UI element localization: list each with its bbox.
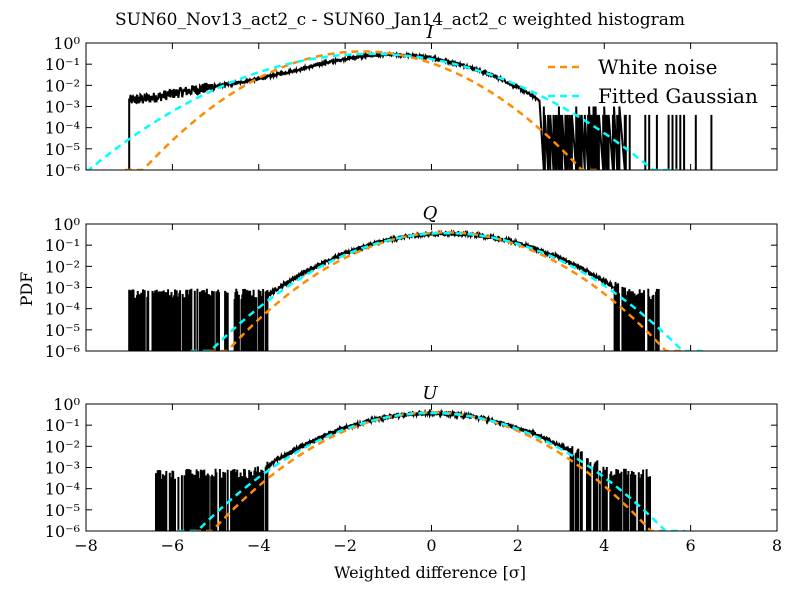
white-noise-curve	[194, 411, 669, 531]
panel-title: I	[425, 22, 434, 43]
panel-i: I 10⁻⁶ 10⁻⁵ 10⁻⁴ 10⁻³ 10⁻² 10⁻¹ 10⁰	[45, 22, 778, 180]
legend-label: Fitted Gaussian	[598, 84, 758, 108]
y-tick-label: 10⁻⁴	[45, 300, 80, 319]
y-tick-label: 10⁻²	[45, 76, 80, 95]
x-tick-label: 0	[426, 536, 436, 555]
histogram-line	[128, 50, 713, 170]
panel-title: U	[422, 383, 438, 404]
x-tick-label: 4	[599, 536, 609, 555]
y-tick-label: 10⁻¹	[45, 236, 80, 255]
y-tick-label: 10⁻²	[45, 437, 80, 456]
y-tick-label: 10⁰	[53, 34, 80, 53]
histogram-line	[128, 228, 660, 351]
y-tick-label: 10⁻⁴	[45, 480, 80, 499]
y-tick-label: 10⁻³	[45, 98, 80, 117]
plot-area	[128, 228, 703, 351]
x-tick-label: 6	[686, 536, 696, 555]
y-tick-label: 10⁻⁶	[45, 161, 80, 180]
y-tick-label: 10⁻³	[45, 279, 80, 298]
y-tick-label: 10⁰	[53, 395, 80, 414]
x-tick-label: −6	[161, 536, 185, 555]
panel-u: U 10⁻⁶ 10⁻⁵ 10⁻⁴ 10⁻³ 10⁻² 10⁻¹ 10⁰ −8 −6 −4 −2 0 2 4 6…	[45, 383, 782, 555]
x-tick-label: −4	[247, 536, 271, 555]
y-tick-label: 10⁻²	[45, 257, 80, 276]
plot-area	[86, 50, 713, 170]
y-tick-label: 10⁰	[53, 215, 80, 234]
y-tick-label: 10⁻⁵	[45, 140, 80, 159]
y-tick-label: 10⁻⁴	[45, 119, 80, 138]
fitted-gaussian-curve	[190, 231, 703, 351]
legend: White noise Fitted Gaussian	[548, 55, 758, 108]
figure-suptitle: SUN60_Nov13_act2_c - SUN60_Jan14_act2_c …	[115, 10, 685, 30]
histogram-line	[155, 408, 651, 531]
x-tick-label: 8	[772, 536, 782, 555]
fitted-gaussian-curve	[86, 52, 678, 170]
y-tick-label: 10⁻¹	[45, 55, 80, 74]
y-tick-label: 10⁻¹	[45, 416, 80, 435]
fitted-gaussian-curve	[177, 411, 686, 531]
y-axis-label: PDF	[17, 272, 36, 307]
panel-title: Q	[423, 203, 438, 224]
x-tick-label: 2	[513, 536, 523, 555]
x-axis-label: Weighted difference [σ]	[334, 563, 526, 582]
panel-q: Q 10⁻⁶ 10⁻⁵ 10⁻⁴ 10⁻³ 10⁻² 10⁻¹ 10⁰	[45, 203, 778, 361]
panels: I 10⁻⁶ 10⁻⁵ 10⁻⁴ 10⁻³ 10⁻² 10⁻¹ 10⁰ Q 10⁻⁶ 10⁻⁵ 10⁻…	[45, 22, 782, 555]
x-tick-label: −2	[333, 536, 357, 555]
y-tick-label: 10⁻⁶	[45, 522, 80, 541]
white-noise-curve	[208, 231, 685, 351]
y-tick-label: 10⁻³	[45, 459, 80, 478]
y-tick-label: 10⁻⁵	[45, 321, 80, 340]
y-tick-label: 10⁻⁶	[45, 342, 80, 361]
plot-area	[155, 408, 686, 531]
x-tick-label: −8	[74, 536, 98, 555]
legend-label: White noise	[598, 55, 717, 79]
y-tick-label: 10⁻⁵	[45, 501, 80, 520]
white-noise-curve	[124, 50, 600, 170]
